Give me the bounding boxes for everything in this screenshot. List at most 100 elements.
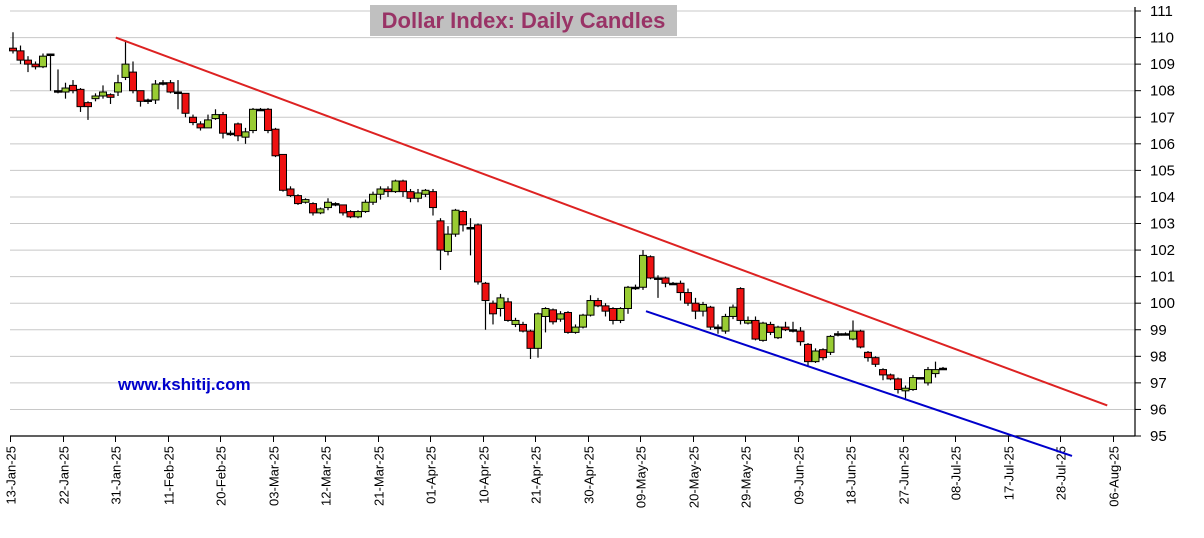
x-tick-label: 20-May-25 — [687, 446, 702, 508]
candle-body — [834, 333, 842, 336]
candle-body — [399, 180, 407, 193]
candle-body — [796, 330, 805, 343]
candle — [106, 93, 115, 104]
candle-body — [69, 84, 77, 92]
candle — [849, 320, 857, 341]
candle-body — [474, 224, 482, 283]
candle-body — [204, 119, 212, 129]
candle-body — [519, 323, 527, 332]
candle — [421, 188, 430, 197]
x-tick-label: 09-Jun-25 — [792, 446, 807, 505]
candle — [639, 250, 647, 290]
y-tick-label: 105 — [1150, 162, 1175, 179]
y-tick-label: 102 — [1150, 242, 1175, 259]
candle — [69, 80, 77, 94]
candle-body — [894, 378, 902, 391]
candle-body — [151, 83, 160, 101]
candle — [399, 179, 407, 197]
candle — [481, 281, 490, 330]
chart-title-box: Dollar Index: Daily Candles — [370, 5, 677, 36]
candle-body — [106, 94, 115, 98]
candle-body — [166, 82, 175, 93]
candle — [879, 368, 887, 381]
candle — [54, 69, 62, 94]
candle — [609, 307, 617, 325]
candle — [324, 198, 332, 211]
candle-body — [406, 191, 415, 199]
candle — [796, 327, 805, 346]
y-tick-label: 106 — [1150, 136, 1175, 153]
candle — [129, 61, 137, 94]
candle — [916, 377, 925, 380]
candle — [586, 295, 595, 317]
candle-body — [211, 114, 220, 120]
candle-body — [346, 211, 355, 218]
candle-body — [594, 300, 602, 307]
candle-body — [616, 308, 625, 321]
candle — [46, 53, 55, 91]
candle — [766, 321, 775, 336]
candle-body — [556, 313, 565, 320]
candle — [121, 40, 130, 81]
candle — [556, 311, 565, 322]
candle-body — [271, 128, 280, 157]
x-tick-label: 27-Jun-25 — [897, 446, 912, 505]
candle-body — [294, 195, 302, 205]
candle — [504, 297, 512, 322]
candle-body — [444, 233, 452, 252]
candle — [646, 255, 655, 280]
candle — [204, 114, 212, 129]
candle-body — [714, 326, 722, 330]
candle — [151, 80, 160, 104]
candle-body — [361, 201, 370, 213]
x-tick-label: 30-Apr-25 — [582, 446, 597, 504]
candle — [601, 303, 610, 317]
candle — [676, 280, 685, 301]
candle-body — [879, 369, 887, 376]
candle — [924, 366, 932, 386]
candle-body — [826, 335, 835, 353]
chart-title: Dollar Index: Daily Candles — [381, 7, 666, 33]
candle — [669, 281, 677, 286]
y-tick-label: 96 — [1150, 401, 1167, 418]
candle — [834, 331, 842, 337]
candle — [301, 198, 310, 204]
y-tick-label: 99 — [1150, 322, 1167, 339]
candle — [631, 284, 640, 290]
candle-body — [931, 369, 940, 375]
y-tick-label: 107 — [1150, 109, 1175, 126]
candle-body — [676, 282, 685, 294]
candle-body — [631, 286, 640, 290]
candle-body — [39, 55, 47, 68]
candle-body — [669, 282, 677, 286]
candle — [736, 287, 745, 325]
candle — [624, 285, 632, 314]
candle-body — [496, 297, 505, 309]
candle — [444, 226, 452, 256]
candle — [549, 308, 557, 325]
candle — [774, 325, 782, 340]
candle — [496, 293, 505, 317]
candle-body — [841, 333, 850, 336]
candle-body — [414, 192, 422, 199]
x-tick-label: 22-Jan-25 — [57, 446, 72, 505]
candle-body — [916, 377, 925, 380]
candle — [9, 32, 17, 54]
candle-body — [774, 326, 782, 339]
candle-body — [481, 282, 490, 302]
candle-body — [54, 90, 62, 93]
candle — [714, 324, 722, 334]
candle-body — [744, 319, 752, 324]
candle — [939, 366, 947, 371]
candle-body — [331, 203, 340, 206]
candle-body — [309, 203, 317, 214]
candle — [579, 313, 587, 329]
x-tick-label: 29-May-25 — [739, 446, 754, 508]
x-tick-label: 09-May-25 — [634, 446, 649, 508]
candle-body — [354, 211, 362, 218]
candle — [886, 373, 895, 381]
candle — [864, 351, 872, 362]
candle-body — [601, 305, 610, 312]
candle — [751, 316, 760, 341]
candle — [271, 127, 280, 158]
